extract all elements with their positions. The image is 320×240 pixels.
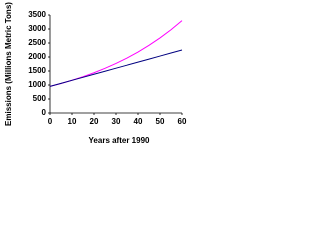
x-tick-label: 60: [178, 117, 187, 126]
y-tick-label: 3500: [28, 10, 46, 19]
x-tick-label: 50: [156, 117, 165, 126]
x-tick-label: 10: [68, 117, 77, 126]
y-tick-label: 0: [42, 108, 47, 117]
series-line: [49, 20, 183, 87]
y-tick-label: 2000: [28, 52, 46, 61]
y-tick-label: 500: [33, 94, 47, 103]
y-tick-label: 1500: [28, 66, 46, 75]
series-line: [49, 49, 183, 87]
y-tick-label: 1000: [28, 80, 46, 89]
x-axis-label: Years after 1990: [89, 136, 150, 145]
y-tick-label: 3000: [28, 24, 46, 33]
x-tick-label: 20: [90, 117, 99, 126]
y-axis-label: Emissions (Millions Metric Tons): [4, 2, 13, 126]
chart: Years after 1990 Emissions (Millions Met…: [4, 2, 187, 145]
x-tick-label: 40: [134, 117, 143, 126]
x-tick-label: 0: [48, 117, 53, 126]
y-tick-label: 2500: [28, 38, 46, 47]
x-tick-label: 30: [112, 117, 121, 126]
